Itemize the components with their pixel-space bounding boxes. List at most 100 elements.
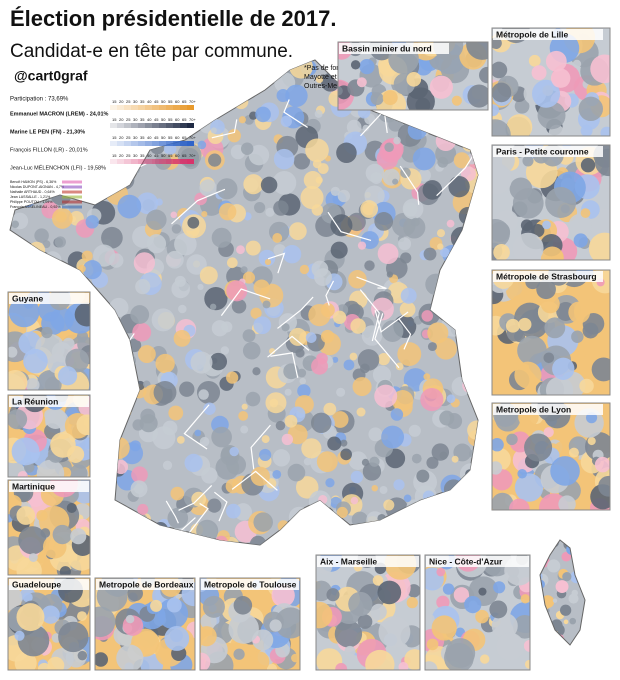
commune-patch bbox=[131, 466, 148, 484]
scale-label: 45 bbox=[154, 117, 159, 122]
commune-patch bbox=[337, 189, 351, 203]
commune-patch bbox=[253, 512, 273, 532]
commune-patch bbox=[88, 336, 105, 353]
commune-patch bbox=[427, 342, 437, 352]
corsica-patch bbox=[568, 593, 579, 604]
inset-patch bbox=[116, 644, 144, 670]
inset-patch bbox=[442, 583, 455, 595]
inset-patch bbox=[44, 376, 62, 390]
commune-patch bbox=[122, 383, 131, 393]
candidate-name: Emmanuel MACRON (LREM) - 24,01% bbox=[10, 111, 109, 117]
corsica-patch bbox=[550, 619, 563, 632]
inset-patch bbox=[23, 348, 48, 374]
commune-patch bbox=[155, 353, 175, 374]
scale-label: 30 bbox=[133, 135, 138, 140]
commune-patch bbox=[430, 535, 445, 545]
region-border bbox=[277, 296, 314, 329]
inset-patch bbox=[550, 456, 580, 486]
inset-patch bbox=[370, 603, 387, 621]
commune-patch bbox=[468, 258, 478, 277]
commune-patch bbox=[331, 411, 349, 428]
commune-patch bbox=[314, 505, 330, 521]
commune-patch bbox=[288, 222, 307, 241]
inset-patch bbox=[572, 59, 582, 69]
commune-patch bbox=[453, 152, 470, 169]
inset-patch bbox=[66, 502, 77, 513]
commune-patch bbox=[446, 394, 456, 404]
region-border bbox=[267, 252, 286, 274]
inset-patch bbox=[573, 233, 588, 248]
inset-patch bbox=[65, 348, 90, 373]
inset-patch bbox=[382, 90, 398, 106]
inset-label: Bassin minier du nord bbox=[342, 43, 432, 53]
commune-patch bbox=[386, 271, 393, 278]
corsica-patch bbox=[544, 637, 549, 643]
commune-patch bbox=[146, 234, 167, 254]
inset-patch bbox=[496, 632, 525, 661]
scale-swatch bbox=[138, 123, 145, 128]
commune-patch bbox=[10, 138, 17, 146]
commune-patch bbox=[285, 529, 309, 545]
inset-patch bbox=[550, 68, 571, 88]
commune-patch bbox=[153, 380, 177, 404]
commune-patch bbox=[107, 437, 130, 460]
scale-swatch bbox=[173, 105, 180, 110]
commune-patch bbox=[225, 478, 241, 494]
scale-swatch bbox=[117, 141, 124, 146]
corsica-patch bbox=[548, 540, 559, 548]
inset-label: Aix - Marseille bbox=[320, 556, 377, 566]
commune-patch bbox=[273, 148, 295, 170]
inset-patch bbox=[571, 330, 584, 343]
commune-patch bbox=[250, 466, 270, 486]
commune-patch bbox=[239, 84, 247, 91]
commune-patch bbox=[458, 127, 474, 143]
inset-label: Guyane bbox=[12, 293, 43, 303]
commune-patch bbox=[376, 148, 399, 170]
inset-patch bbox=[426, 638, 439, 651]
commune-patch bbox=[97, 525, 116, 544]
commune-patch bbox=[196, 519, 219, 542]
commune-patch bbox=[212, 87, 230, 105]
inset-patch bbox=[348, 591, 373, 617]
commune-patch bbox=[277, 520, 290, 532]
inset-patch bbox=[523, 639, 530, 652]
commune-patch bbox=[156, 89, 165, 98]
inset-frame bbox=[337, 41, 489, 111]
inset-patch bbox=[536, 279, 556, 300]
scale-label: 20 bbox=[119, 117, 124, 122]
inset-patch bbox=[28, 553, 38, 562]
candidate-name: Jean-Luc MÉLENCHON (LFI) - 19,58% bbox=[10, 164, 106, 171]
commune-patch bbox=[364, 260, 375, 271]
commune-patch bbox=[437, 537, 455, 545]
scale-label: 70+ bbox=[189, 99, 196, 104]
commune-patch bbox=[139, 414, 158, 433]
scale-swatch bbox=[117, 123, 124, 128]
inset-patch bbox=[552, 357, 575, 380]
scale-swatch bbox=[187, 141, 194, 146]
scale-label: 50 bbox=[161, 99, 166, 104]
commune-patch bbox=[422, 490, 435, 503]
commune-patch bbox=[48, 263, 69, 283]
commune-patch bbox=[165, 250, 184, 269]
scale-swatch bbox=[180, 123, 187, 128]
commune-patch bbox=[210, 127, 217, 134]
commune-patch bbox=[240, 266, 248, 274]
commune-patch bbox=[199, 266, 218, 285]
commune-patch bbox=[227, 129, 241, 143]
commune-patch bbox=[443, 479, 464, 499]
commune-patch bbox=[430, 514, 443, 527]
inset-patch bbox=[528, 54, 541, 67]
commune-patch bbox=[125, 512, 149, 536]
commune-patch bbox=[371, 484, 378, 492]
inset-patch bbox=[464, 595, 482, 614]
commune-patch bbox=[54, 236, 66, 248]
inset-patch bbox=[275, 607, 300, 639]
inset-patch bbox=[316, 648, 343, 670]
commune-patch bbox=[426, 456, 439, 469]
commune-patch bbox=[209, 303, 217, 310]
commune-patch bbox=[137, 345, 156, 364]
commune-patch bbox=[464, 512, 478, 528]
inset-patch bbox=[77, 650, 88, 661]
inset-patch bbox=[359, 58, 375, 75]
commune-patch bbox=[332, 310, 347, 324]
